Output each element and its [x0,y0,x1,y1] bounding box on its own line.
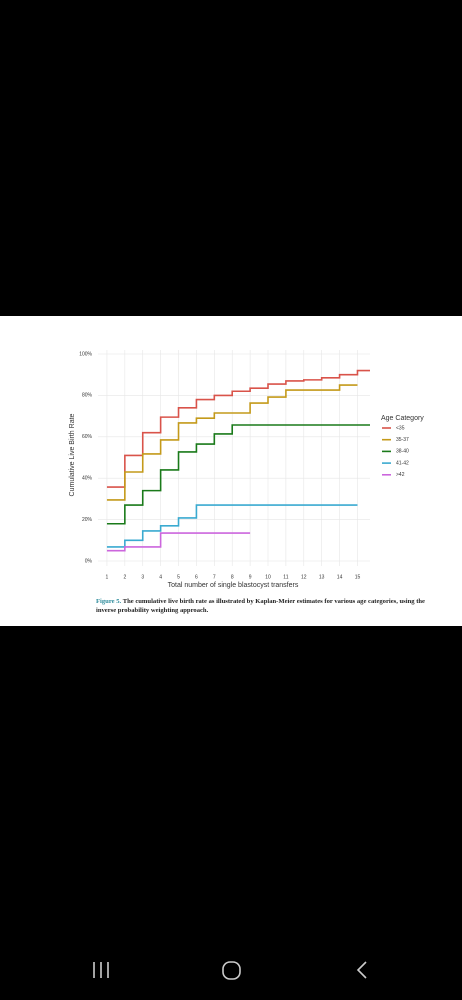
x-tick-label: 10 [265,574,271,580]
x-axis-title: Total number of single blastocyst transf… [168,582,299,589]
home-button[interactable] [222,961,241,980]
x-tick-label: 5 [177,574,180,580]
x-tick-label: 6 [195,574,198,580]
legend-title: Age Category [381,415,424,422]
x-tick-label: 7 [213,574,216,580]
step-line [106,369,370,488]
y-tick-label: 60% [82,434,93,440]
x-tick-label: 4 [159,574,162,580]
x-tick-label: 1 [106,574,109,580]
x-tick-label: 8 [231,574,234,580]
y-axis-title: Cumulative Live Birth Rate [69,413,76,496]
x-tick-label: 13 [319,574,325,580]
step-line [106,424,370,525]
y-tick-label: 0% [85,558,93,564]
x-tick-label: 15 [355,574,361,580]
legend-label: >42 [396,472,405,478]
legend-label: 41-42 [396,460,409,466]
legend-label: 38-40 [396,449,409,455]
legend-label: 35-37 [396,437,409,443]
y-tick-label: 20% [82,517,93,523]
back-button[interactable] [356,961,367,979]
legend-label: <35 [396,425,405,431]
figure-panel [0,316,462,626]
caption-label: Figure 5. [96,598,122,605]
y-tick-label: 100% [79,351,92,357]
step-line [106,384,358,501]
caption: Figure 5. The cumulative live birth rate… [96,597,436,615]
nav-bar [93,961,367,980]
x-tick-label: 12 [301,574,307,580]
y-tick-label: 40% [82,476,93,482]
caption-text: The cumulative live birth rate as illust… [96,598,425,614]
step-line [106,532,251,552]
y-tick-label: 80% [82,393,93,399]
step-line [106,504,358,548]
x-tick-label: 14 [337,574,343,580]
x-tick-label: 2 [123,574,126,580]
x-tick-label: 9 [249,574,252,580]
x-tick-label: 3 [141,574,144,580]
x-tick-label: 11 [283,574,288,580]
